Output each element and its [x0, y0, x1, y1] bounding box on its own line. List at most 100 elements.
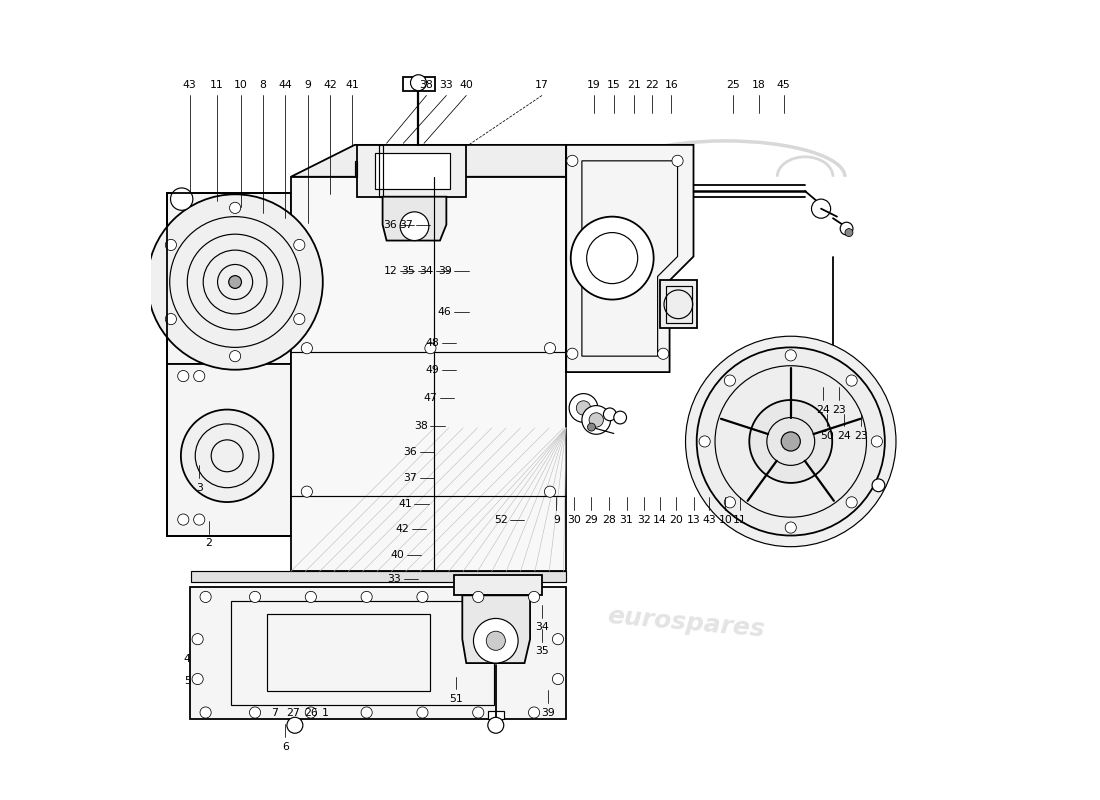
Text: 36: 36: [384, 220, 397, 230]
Polygon shape: [660, 281, 697, 328]
Circle shape: [170, 188, 192, 210]
Circle shape: [178, 514, 189, 525]
Text: 4: 4: [184, 654, 190, 664]
Circle shape: [569, 394, 597, 422]
Circle shape: [294, 239, 305, 250]
Text: 41: 41: [398, 498, 411, 509]
Circle shape: [425, 342, 436, 354]
Circle shape: [147, 194, 322, 370]
Polygon shape: [403, 77, 436, 90]
Text: 24: 24: [837, 431, 851, 441]
Circle shape: [180, 410, 274, 502]
Circle shape: [306, 707, 317, 718]
Text: 33: 33: [440, 80, 453, 90]
Circle shape: [301, 342, 312, 354]
Text: 43: 43: [703, 514, 716, 525]
Circle shape: [487, 718, 504, 734]
Text: 18: 18: [752, 80, 766, 90]
Circle shape: [672, 155, 683, 166]
Circle shape: [749, 400, 833, 483]
Text: 28: 28: [602, 514, 616, 525]
Circle shape: [194, 514, 205, 525]
Circle shape: [785, 350, 796, 361]
Text: eurospares: eurospares: [606, 604, 766, 642]
Circle shape: [590, 413, 604, 427]
Circle shape: [846, 497, 857, 508]
Circle shape: [871, 436, 882, 447]
Text: 13: 13: [686, 514, 701, 525]
Circle shape: [250, 707, 261, 718]
Text: 23: 23: [832, 405, 846, 414]
Text: 17: 17: [536, 80, 549, 90]
Circle shape: [528, 707, 540, 718]
Circle shape: [544, 342, 556, 354]
Text: eurospares: eurospares: [271, 198, 430, 235]
Text: 46: 46: [438, 307, 452, 318]
Circle shape: [361, 707, 372, 718]
Text: 36: 36: [404, 447, 417, 457]
Circle shape: [846, 375, 857, 386]
Text: 49: 49: [425, 365, 439, 374]
Circle shape: [571, 217, 653, 299]
Circle shape: [165, 314, 176, 325]
Text: 52: 52: [494, 514, 507, 525]
Circle shape: [566, 348, 578, 359]
Text: 26: 26: [304, 707, 318, 718]
Text: 1: 1: [321, 707, 329, 718]
Circle shape: [473, 707, 484, 718]
Circle shape: [473, 618, 518, 663]
Circle shape: [845, 387, 855, 397]
Circle shape: [604, 408, 616, 421]
Circle shape: [301, 486, 312, 498]
Polygon shape: [358, 145, 466, 197]
Text: 5: 5: [184, 676, 190, 686]
Text: 8: 8: [260, 80, 266, 90]
Circle shape: [812, 199, 830, 218]
Text: 7: 7: [272, 707, 278, 718]
Circle shape: [410, 74, 427, 90]
Polygon shape: [290, 145, 565, 177]
Circle shape: [872, 479, 884, 492]
Polygon shape: [487, 711, 504, 719]
Circle shape: [200, 707, 211, 718]
Circle shape: [824, 373, 843, 392]
Circle shape: [582, 406, 610, 434]
Text: 40: 40: [390, 550, 404, 561]
Text: 19: 19: [587, 80, 601, 90]
Polygon shape: [375, 153, 450, 189]
Text: 45: 45: [777, 80, 791, 90]
Text: 34: 34: [419, 266, 433, 276]
Text: 2: 2: [206, 538, 212, 549]
Circle shape: [287, 718, 303, 734]
Text: 14: 14: [653, 514, 667, 525]
Circle shape: [230, 202, 241, 214]
Circle shape: [361, 591, 372, 602]
Circle shape: [229, 276, 242, 288]
Text: 39: 39: [541, 707, 556, 718]
Circle shape: [194, 370, 205, 382]
Text: 38: 38: [419, 80, 433, 90]
Polygon shape: [383, 197, 447, 241]
Text: 42: 42: [323, 80, 337, 90]
Text: 51: 51: [449, 694, 463, 704]
Circle shape: [587, 423, 595, 431]
Text: 27: 27: [286, 707, 300, 718]
Polygon shape: [565, 145, 693, 372]
Circle shape: [544, 486, 556, 498]
Text: 30: 30: [566, 514, 581, 525]
Text: 41: 41: [345, 80, 360, 90]
Text: 11: 11: [733, 514, 747, 525]
Polygon shape: [167, 364, 290, 535]
Text: 16: 16: [664, 80, 678, 90]
Text: 11: 11: [210, 80, 223, 90]
Circle shape: [685, 336, 896, 546]
Text: 50: 50: [821, 431, 835, 441]
Text: 39: 39: [438, 266, 452, 276]
Circle shape: [200, 591, 211, 602]
Polygon shape: [462, 595, 530, 663]
Circle shape: [192, 634, 204, 645]
Text: 21: 21: [627, 80, 640, 90]
Text: 47: 47: [424, 394, 438, 403]
Polygon shape: [167, 193, 290, 364]
Text: 43: 43: [183, 80, 197, 90]
